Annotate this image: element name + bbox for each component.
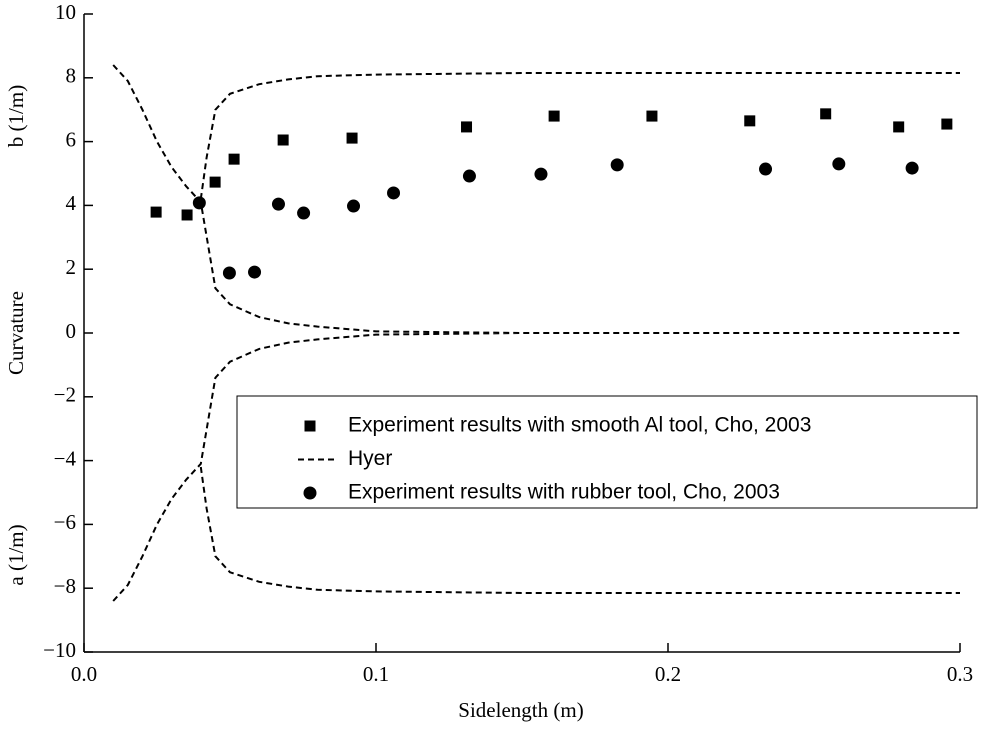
- y-axis-label-bottom: a (1/m): [4, 524, 28, 585]
- point: [832, 157, 846, 171]
- x-tick-label: 0.1: [363, 662, 389, 686]
- y-axis-label-top: b (1/m): [4, 85, 28, 147]
- point: [461, 121, 473, 133]
- line: [112, 64, 960, 602]
- point: [297, 206, 311, 220]
- point: [744, 115, 756, 127]
- y-tick-label: −2: [54, 383, 76, 407]
- point: [462, 169, 476, 183]
- y-tick-label: 4: [66, 191, 77, 215]
- legend-label: Experiment results with smooth Al tool, …: [348, 414, 811, 437]
- point: [150, 206, 162, 218]
- y-tick-label: 0: [66, 319, 77, 343]
- point: [271, 197, 285, 211]
- y-axis-label: Curvature: [4, 291, 28, 375]
- x-tick-label: 0.2: [655, 662, 681, 686]
- point: [192, 196, 206, 210]
- legend-label: Hyer: [348, 447, 392, 470]
- point: [548, 110, 560, 122]
- point: [248, 265, 262, 279]
- point: [209, 176, 221, 188]
- x-axis-label: Sidelength (m): [458, 698, 583, 722]
- y-tick-label: 2: [66, 255, 77, 279]
- y-tick-label: −6: [54, 510, 76, 534]
- point: [610, 158, 624, 172]
- point: [941, 118, 953, 130]
- y-tick-label: 8: [66, 64, 77, 88]
- point: [534, 167, 548, 181]
- point: [228, 153, 240, 165]
- point: [347, 199, 361, 213]
- y-tick-label: 6: [66, 127, 77, 151]
- point: [277, 134, 289, 146]
- x-tick-label: 0.3: [947, 662, 973, 686]
- point: [181, 209, 193, 221]
- y-tick-label: −8: [54, 574, 76, 598]
- point: [905, 161, 919, 175]
- point: [820, 108, 832, 120]
- legend-box: [236, 395, 978, 509]
- y-tick-label: 10: [55, 0, 76, 24]
- x-tick-label: 0.0: [71, 662, 97, 686]
- point: [759, 162, 773, 176]
- legend-swatch: [303, 486, 317, 500]
- legend-label: Experiment results with rubber tool, Cho…: [348, 481, 780, 504]
- legend-swatch: [304, 420, 316, 432]
- point: [346, 132, 358, 144]
- y-tick-label: −10: [43, 638, 76, 662]
- point: [646, 110, 658, 122]
- y-tick-label: −4: [54, 446, 77, 470]
- point: [387, 186, 401, 200]
- point: [893, 121, 905, 133]
- point: [222, 266, 236, 280]
